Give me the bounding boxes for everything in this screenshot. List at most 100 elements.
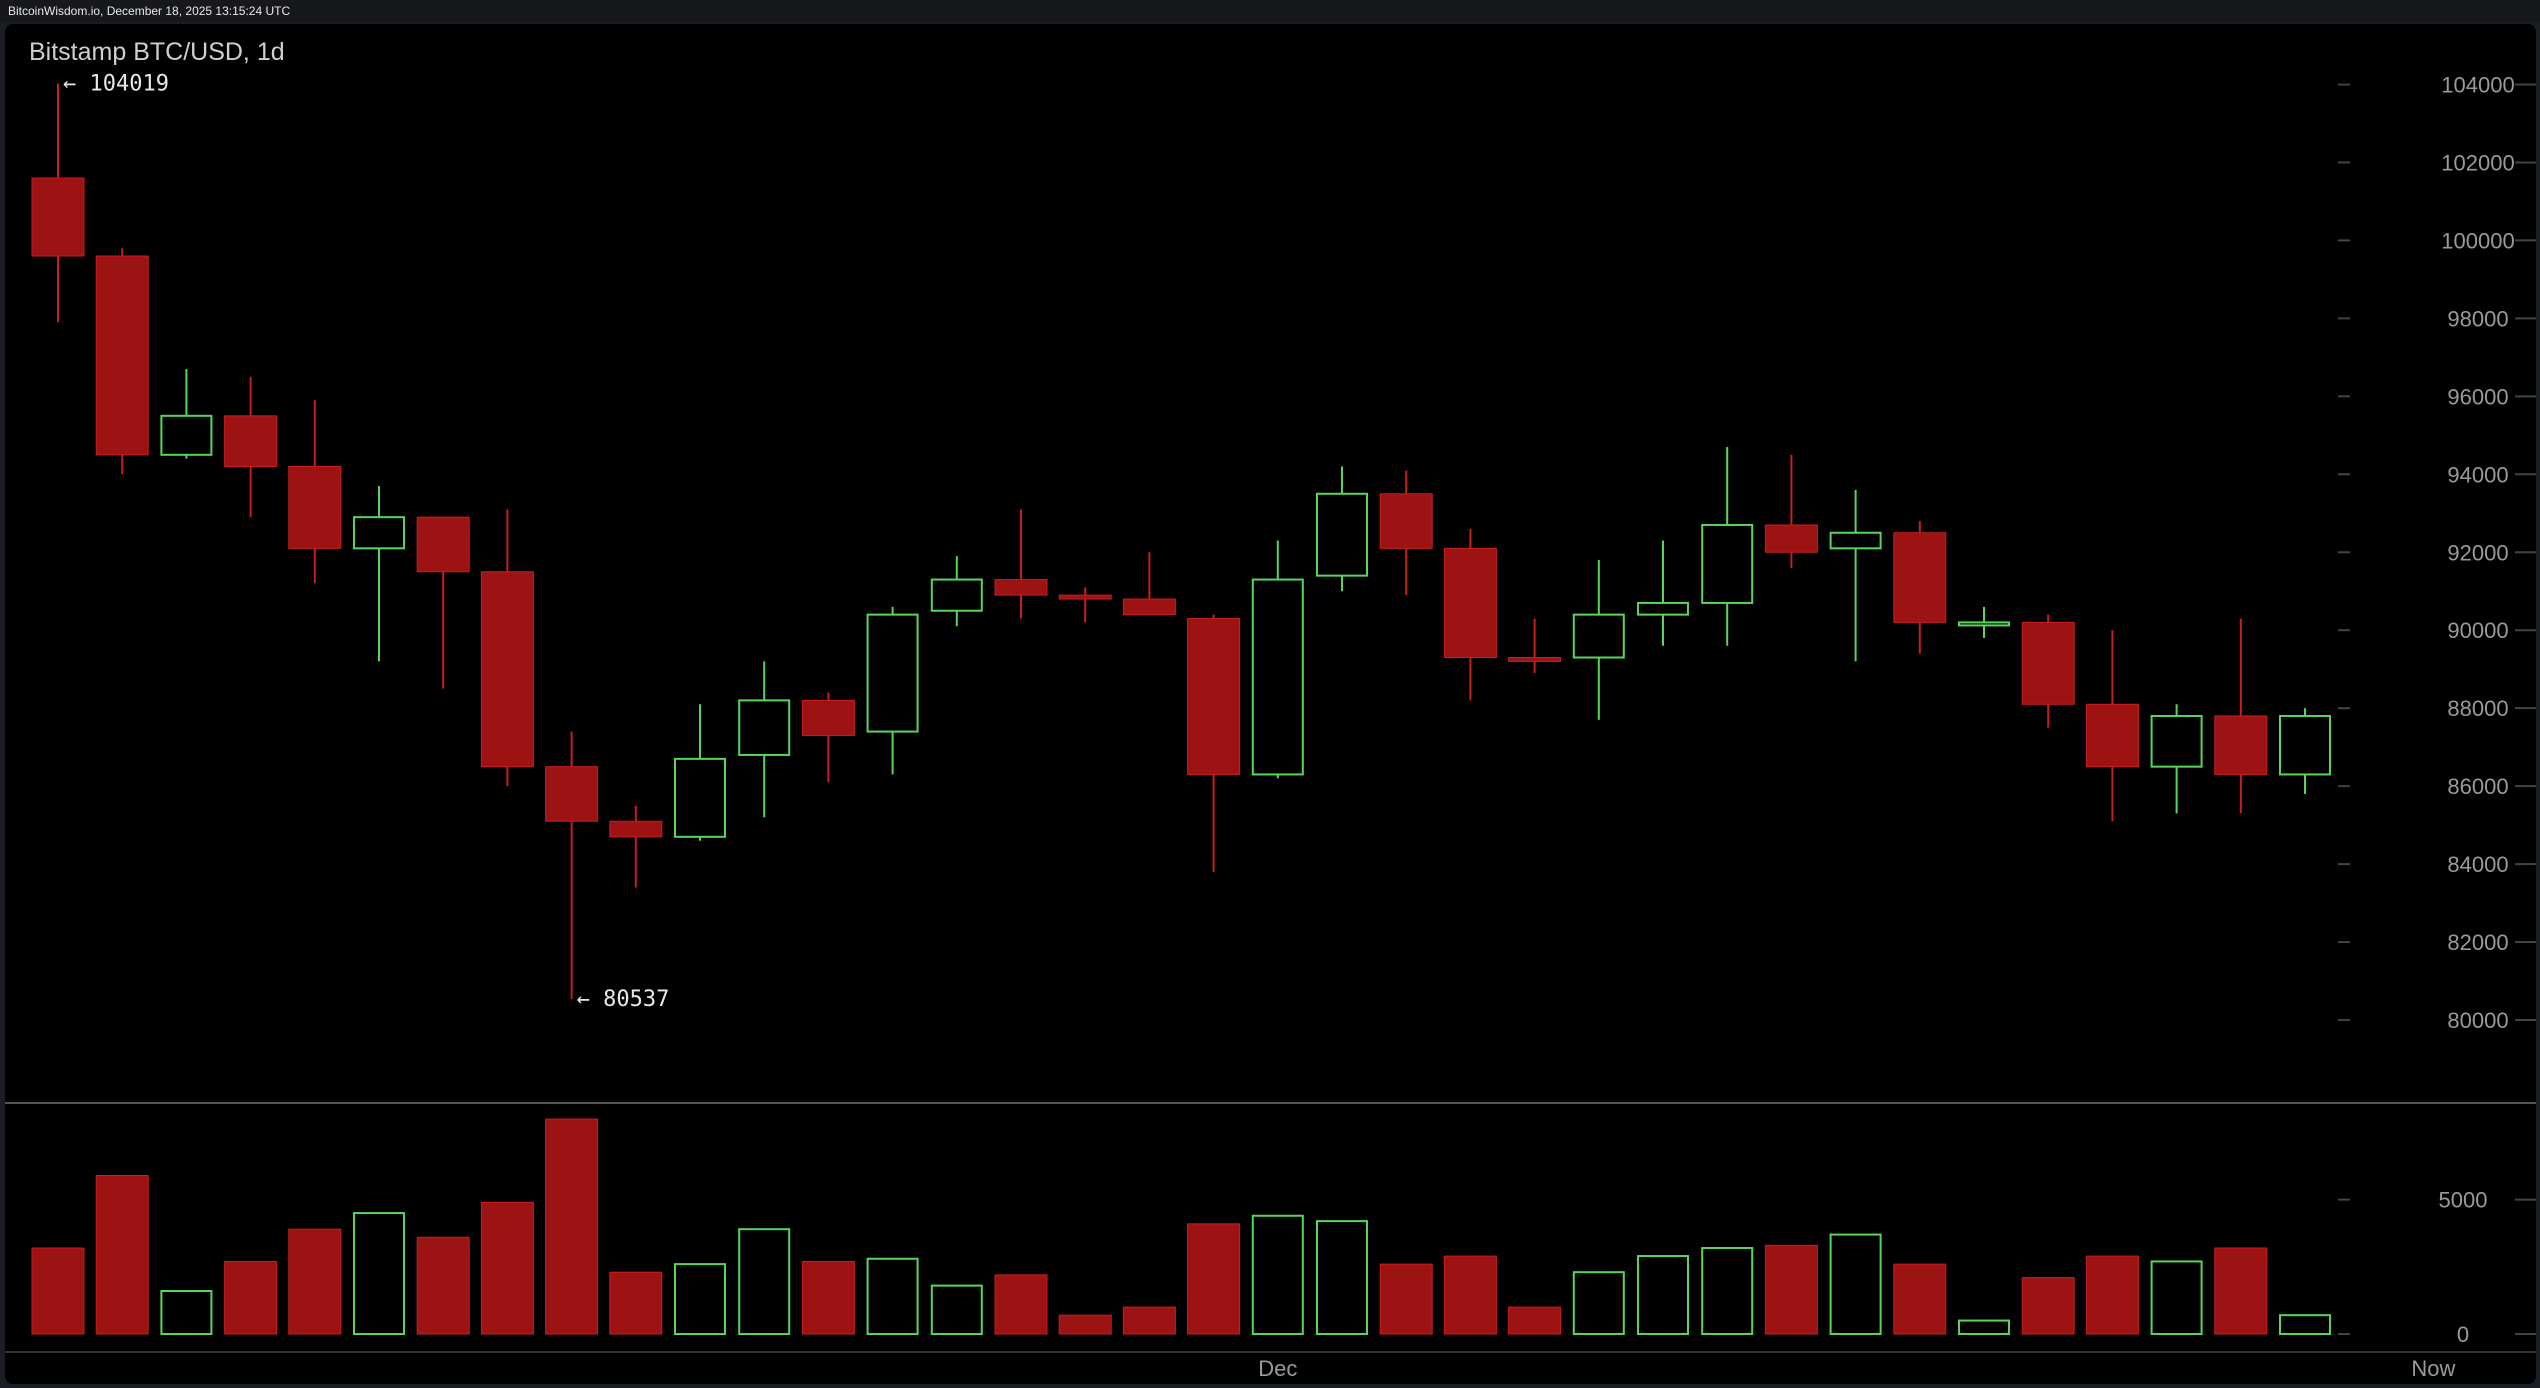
candle-body-up [1701,523,1754,604]
volume-bar-down [545,1118,599,1335]
volume-bar-down [2214,1247,2268,1335]
volume-bar-down [1379,1263,1433,1335]
volume-bar-down [95,1174,149,1335]
volume-bar-down [2021,1277,2075,1335]
candle-body-down [1893,532,1947,623]
volume-bar-down [416,1236,470,1335]
candle-body-down [1379,493,1433,549]
candle-body-up [1572,613,1625,659]
volume-bar-up [1572,1271,1625,1335]
price-tick-label: 100000 [2441,228,2514,253]
candle-body-down [224,415,278,467]
volume-bar-up [160,1290,213,1335]
candle-body-down [1122,598,1176,616]
volume-bar-up [1251,1214,1304,1335]
price-tick-label: 80000 [2447,1008,2508,1033]
chart-title: Bitstamp BTC/USD, 1d [29,38,285,66]
price-axis: 80000 82000 84000 86000 88000 90000 92000 94000… [2338,72,2536,1033]
candle-body-down [2214,715,2268,775]
candle-body-down [1443,547,1497,659]
candle-body-down [1508,657,1562,662]
volume-bar-up [1701,1247,1754,1335]
time-axis-label: Dec [1258,1356,1297,1381]
candle-body-down [1058,594,1112,600]
price-tick-label: 92000 [2447,540,2508,565]
candle-body-down [1764,524,1818,553]
volume-bar-up [674,1263,726,1335]
source-timestamp: BitcoinWisdom.io, December 18, 2025 13:1… [8,4,291,18]
volume-bar-down [224,1260,278,1335]
candle-body-down [416,516,470,573]
candle-body-up [1316,492,1368,577]
candle-body-down [31,177,85,257]
volume-bar-up [2279,1314,2331,1335]
volume-bar-down [288,1228,342,1335]
candle-body-up [1958,621,2010,627]
price-tick-label: 84000 [2447,852,2508,877]
price-tick-label: 96000 [2447,384,2508,409]
price-tick-label: 86000 [2447,774,2508,799]
time-axis-label: Now [2411,1356,2455,1381]
volume-bar-down [1058,1314,1112,1335]
volume-bar-down [2085,1255,2139,1335]
price-extreme-annotation: ← 80537 [577,987,670,1012]
candlestick-chart[interactable]: Bitstamp BTC/USD, 1d 80000 82000 84000 8600… [5,24,2536,1384]
price-extreme-annotation: ← 104019 [63,72,169,97]
candle-body-up [930,578,983,612]
candle-body-up [2150,714,2203,768]
candle-body-down [545,766,599,822]
price-tick-label: 102000 [2441,150,2514,175]
annotations: ← 104019 ← 80537 [63,72,669,1012]
candle-body-down [2085,703,2139,768]
price-tick-label: 98000 [2447,306,2508,331]
candle-body-up [1637,601,1689,616]
candle-body-down [1187,618,1241,775]
candle-body-up [160,414,213,456]
volume-bar-down [801,1260,855,1335]
candle-body-up [1251,578,1304,776]
candle-body-up [866,613,919,733]
chart-panel: Bitstamp BTC/USD, 1d 80000 82000 84000 8600… [5,24,2536,1384]
volume-bar-up [866,1257,919,1335]
candle-body-up [2279,714,2331,776]
candle-body-up [674,757,726,838]
volume-bar-down [1508,1306,1562,1335]
volume-bar-down [1187,1223,1241,1335]
volume-bar-down [1443,1255,1497,1335]
volume-bar-up [738,1228,791,1335]
candles [31,83,2331,1000]
volume-bar-down [1764,1244,1818,1335]
volume-bars [31,1118,2331,1335]
candle-body-up [738,699,791,756]
volume-bar-down [1122,1306,1176,1335]
volume-bar-up [1637,1255,1689,1335]
volume-bar-up [1316,1220,1368,1335]
candle-body-down [288,465,342,549]
price-tick-label: 88000 [2447,696,2508,721]
volume-bar-up [930,1284,983,1335]
candle-body-down [609,820,663,838]
volume-bar-down [994,1274,1048,1335]
volume-bar-down [480,1201,534,1335]
price-tick-label: 94000 [2447,462,2508,487]
volume-bar-up [1958,1319,2010,1335]
price-tick-label: 90000 [2447,618,2508,643]
volume-bar-down [31,1247,85,1335]
volume-bar-down [609,1271,663,1335]
candle-body-down [2021,621,2075,705]
candle-body-down [95,255,149,456]
volume-bar-up [353,1212,405,1335]
volume-bar-up [2150,1260,2203,1335]
volume-tick-label: 5000 [2439,1188,2488,1213]
candle-body-down [994,579,1048,596]
volume-bar-up [1829,1233,1882,1335]
price-tick-label: 82000 [2447,930,2508,955]
candle-body-down [801,699,855,736]
candle-body-up [353,516,405,550]
volume-axis: 0 5000 [2338,1188,2536,1347]
volume-bar-down [1893,1263,1947,1335]
candle-body-down [480,571,534,768]
volume-tick-label: 0 [2457,1322,2469,1347]
candle-body-up [1829,531,1882,550]
price-tick-label: 104000 [2441,72,2514,97]
